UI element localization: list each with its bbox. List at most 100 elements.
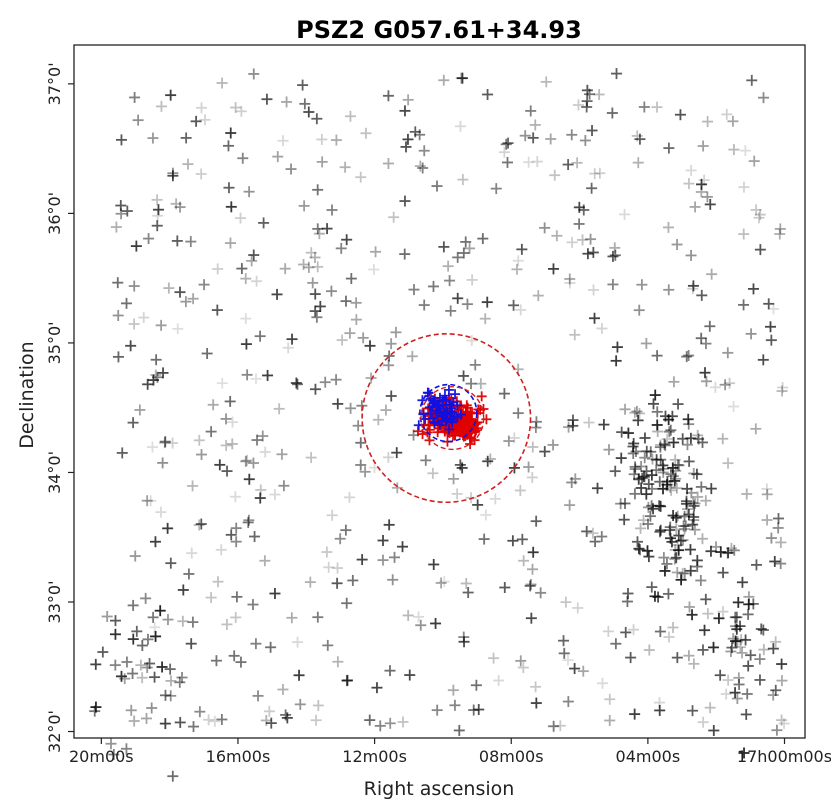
data-point bbox=[186, 547, 198, 559]
data-point bbox=[745, 649, 757, 661]
data-point bbox=[157, 457, 169, 469]
data-point bbox=[515, 655, 527, 667]
data-point bbox=[691, 554, 703, 566]
data-point bbox=[177, 584, 189, 596]
data-point bbox=[389, 551, 401, 563]
data-point bbox=[319, 376, 331, 388]
data-point bbox=[397, 541, 409, 553]
data-point bbox=[606, 107, 618, 119]
cluster-member-blue bbox=[445, 406, 456, 417]
data-point bbox=[747, 283, 759, 295]
data-point bbox=[222, 140, 234, 152]
data-point bbox=[341, 597, 353, 609]
data-point bbox=[554, 720, 566, 732]
data-point bbox=[413, 611, 425, 623]
data-point bbox=[738, 747, 750, 759]
data-point bbox=[259, 446, 271, 458]
data-point bbox=[549, 169, 561, 181]
data-point bbox=[384, 717, 396, 729]
data-point bbox=[695, 481, 707, 493]
data-point bbox=[247, 599, 259, 611]
data-point bbox=[225, 529, 237, 541]
data-point bbox=[539, 222, 551, 234]
data-point bbox=[223, 182, 235, 194]
data-point bbox=[540, 76, 552, 88]
data-point bbox=[633, 407, 645, 419]
data-point bbox=[110, 221, 122, 233]
data-point bbox=[643, 478, 655, 490]
data-point bbox=[649, 389, 661, 401]
data-point bbox=[695, 186, 707, 198]
data-point bbox=[633, 304, 645, 316]
data-point bbox=[586, 182, 598, 194]
data-point bbox=[444, 275, 456, 287]
data-point bbox=[493, 675, 505, 687]
data-point bbox=[112, 309, 124, 321]
data-point bbox=[529, 119, 541, 131]
data-point bbox=[216, 377, 228, 389]
data-point bbox=[431, 180, 443, 192]
data-point bbox=[727, 115, 739, 127]
data-point bbox=[661, 558, 673, 570]
data-point bbox=[625, 652, 637, 664]
data-point bbox=[377, 534, 389, 546]
data-point bbox=[774, 223, 786, 235]
data-point bbox=[121, 656, 133, 668]
data-point bbox=[654, 626, 666, 638]
data-point bbox=[209, 715, 221, 727]
data-point bbox=[564, 273, 576, 285]
plot-frame bbox=[73, 44, 806, 739]
data-point bbox=[265, 641, 277, 653]
data-point bbox=[402, 94, 414, 106]
data-point bbox=[167, 167, 179, 179]
data-point bbox=[380, 404, 392, 416]
data-point bbox=[314, 300, 326, 312]
data-point bbox=[679, 523, 691, 535]
data-point bbox=[374, 720, 386, 732]
data-point bbox=[165, 89, 177, 101]
data-point bbox=[141, 662, 153, 674]
data-point bbox=[748, 155, 760, 167]
data-point bbox=[345, 402, 357, 414]
data-point bbox=[322, 639, 334, 651]
data-point bbox=[260, 714, 272, 726]
data-point bbox=[727, 633, 739, 645]
data-point bbox=[753, 212, 765, 224]
data-point bbox=[710, 541, 722, 553]
data-point bbox=[176, 672, 188, 684]
data-point bbox=[651, 101, 663, 113]
data-point bbox=[240, 455, 252, 467]
data-point bbox=[115, 200, 127, 212]
data-point bbox=[535, 587, 547, 599]
data-point bbox=[182, 158, 194, 170]
data-point bbox=[596, 323, 608, 335]
data-point bbox=[154, 605, 166, 617]
cluster-member-red bbox=[432, 427, 443, 438]
data-point bbox=[503, 435, 515, 447]
data-point bbox=[198, 279, 210, 291]
data-point bbox=[705, 483, 717, 495]
data-point bbox=[770, 684, 782, 696]
data-point bbox=[551, 230, 563, 242]
data-point bbox=[738, 181, 750, 193]
data-point bbox=[390, 326, 402, 338]
data-point bbox=[282, 342, 294, 354]
data-point bbox=[665, 468, 677, 480]
data-point bbox=[271, 288, 283, 300]
data-point bbox=[671, 652, 683, 664]
data-point bbox=[343, 491, 355, 503]
data-point bbox=[669, 553, 681, 565]
cluster-member-red bbox=[448, 430, 459, 441]
data-point bbox=[341, 675, 353, 687]
data-point bbox=[736, 647, 748, 659]
data-point bbox=[548, 720, 560, 732]
data-point bbox=[97, 646, 109, 658]
data-point bbox=[722, 547, 734, 559]
data-point bbox=[770, 636, 782, 648]
data-point bbox=[430, 617, 442, 629]
data-point bbox=[484, 453, 496, 465]
data-point bbox=[671, 482, 683, 494]
data-point bbox=[643, 551, 655, 563]
data-point bbox=[387, 574, 399, 586]
data-point bbox=[687, 280, 699, 292]
